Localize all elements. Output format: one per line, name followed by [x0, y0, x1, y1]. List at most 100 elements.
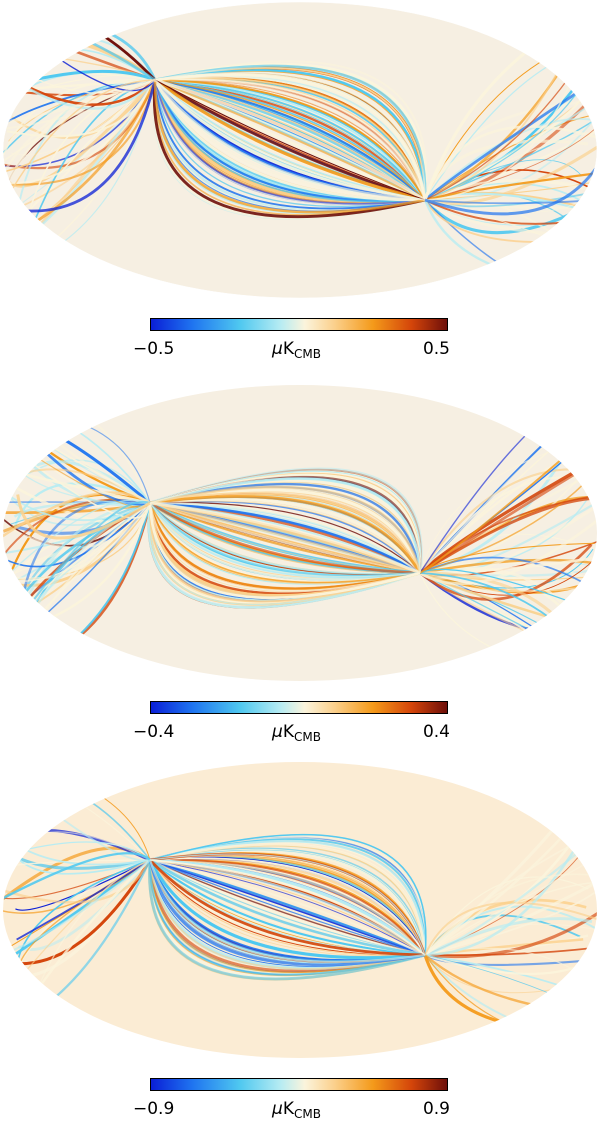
map-streak	[154, 69, 426, 201]
map-streak	[424, 849, 582, 957]
map-streak	[154, 78, 426, 201]
map-streak	[8, 459, 151, 504]
map-streak	[149, 859, 426, 957]
map-streak	[148, 859, 426, 957]
map-streak	[149, 848, 426, 956]
map-streak	[154, 79, 426, 207]
colorbar-max-label: 0.5	[422, 339, 450, 359]
map-streak	[154, 64, 427, 201]
map-streak	[154, 79, 426, 201]
map-streak	[424, 175, 597, 201]
map-streak	[16, 859, 151, 941]
map-streak	[149, 501, 421, 574]
map-streak	[148, 502, 421, 590]
map-streak	[149, 502, 421, 574]
map-streak	[149, 843, 427, 956]
map-streak	[149, 491, 422, 574]
map-streak	[154, 73, 427, 201]
map-streak	[154, 67, 426, 201]
map-streak	[154, 78, 426, 202]
mollweide-sky-map	[3, 762, 597, 1058]
colorbar-min-label: −0.5	[133, 339, 175, 359]
map-streak	[149, 859, 426, 956]
map-streak	[149, 859, 426, 957]
unit-main: K	[282, 722, 294, 742]
map-streak	[6, 79, 156, 138]
map-streak	[3, 859, 152, 904]
map-streak	[149, 833, 427, 956]
unit-subscript: CMB	[293, 347, 321, 361]
map-streak	[149, 502, 421, 578]
map-streak	[149, 857, 427, 956]
map-streak	[154, 79, 426, 201]
map-streak	[149, 859, 426, 956]
map-streak	[152, 79, 426, 219]
colorbar	[150, 701, 448, 714]
map-streak	[154, 78, 426, 202]
map-streak	[3, 827, 151, 870]
map-streak	[148, 502, 421, 600]
map-streak	[16, 494, 151, 540]
map-streak	[419, 497, 595, 575]
map-streak	[424, 92, 587, 202]
map-streak	[3, 502, 151, 568]
map-streak	[154, 79, 426, 201]
map-streak	[154, 79, 426, 210]
unit-subscript: CMB	[293, 1107, 321, 1121]
map-streak	[149, 502, 421, 584]
colorbar-unit-label: μKCMB	[272, 1099, 321, 1121]
map-streak	[149, 474, 421, 574]
map-streak	[424, 881, 595, 956]
map-streak	[149, 858, 426, 957]
unit-prefix: μ	[272, 722, 283, 742]
map-streak	[154, 78, 426, 202]
map-streak	[149, 501, 421, 575]
map-streak	[14, 502, 152, 580]
map-streak	[3, 859, 151, 914]
map-streak	[154, 77, 426, 201]
map-streak	[423, 125, 597, 201]
map-streak	[419, 558, 597, 575]
map-panel-3: −0.9 μKCMB 0.9	[0, 760, 600, 1130]
map-streak	[154, 79, 426, 201]
map-streak	[149, 839, 427, 956]
map-streak	[149, 495, 422, 574]
map-streak	[148, 859, 426, 960]
map-streak	[149, 858, 426, 957]
colorbar	[150, 318, 448, 331]
map-streak	[149, 853, 426, 956]
map-streak	[149, 855, 426, 956]
map-streak	[148, 502, 421, 578]
map-streak	[149, 501, 421, 575]
map-streak	[154, 79, 426, 205]
map-streak	[149, 858, 426, 957]
map-streak	[3, 78, 156, 93]
unit-prefix: μ	[272, 1099, 283, 1119]
unit-subscript: CMB	[293, 730, 321, 744]
map-streak	[3, 812, 151, 866]
map-streak	[154, 78, 426, 202]
map-streak	[149, 859, 426, 956]
map-streak	[8, 859, 152, 966]
colorbar-unit-label: μKCMB	[272, 339, 321, 361]
map-streak	[424, 953, 583, 976]
map-streak	[149, 859, 426, 956]
map-streak	[149, 488, 422, 574]
map-streak	[154, 75, 426, 201]
map-streak	[149, 501, 421, 574]
map-streak	[424, 873, 597, 956]
map-streak	[3, 499, 151, 591]
map-streak	[149, 858, 426, 956]
map-streak	[149, 501, 421, 574]
mollweide-sky-map	[3, 385, 597, 681]
map-streak	[419, 543, 593, 601]
map-streak	[149, 485, 422, 574]
colorbar-min-label: −0.4	[133, 722, 175, 742]
map-streak	[18, 79, 157, 213]
map-streak	[149, 499, 421, 574]
map-streak	[153, 79, 426, 203]
map-panel-1: −0.5 μKCMB 0.5	[0, 0, 600, 370]
map-streak	[3, 859, 151, 961]
unit-main: K	[282, 339, 294, 359]
map-streak	[3, 78, 156, 129]
